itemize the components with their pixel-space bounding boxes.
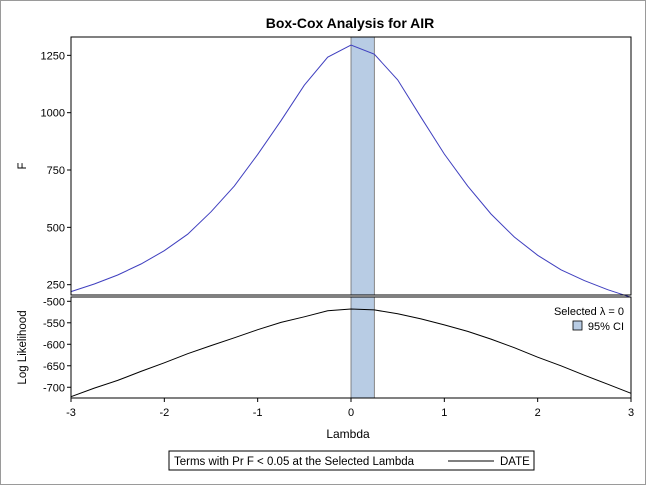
series-line-f <box>70 44 632 298</box>
x-tick-label-3: 0 <box>348 407 354 419</box>
legend-title: Terms with Pr F < 0.05 at the Selected L… <box>174 456 415 468</box>
plot-area: 250 500 750 1000 1250 F -500 -550 -600 -650 -700 Lo… <box>17 36 634 419</box>
y-axis-label-0: F <box>17 162 29 169</box>
chart-title: Box-Cox Analysis for AIR <box>266 15 435 31</box>
y-tick-label-0-3: 1000 <box>41 108 65 120</box>
x-tick-label-1: -2 <box>159 407 169 419</box>
x-tick-label-2: -1 <box>253 407 263 419</box>
y-tick-label-0-2: 750 <box>47 165 65 177</box>
y-tick-label-1-0: -500 <box>43 296 65 308</box>
y-tick-label-1-2: -600 <box>43 339 65 351</box>
x-tick-label-4: 1 <box>441 407 447 419</box>
ci-legend-swatch <box>572 320 583 331</box>
x-axis-label: Lambda <box>326 427 370 441</box>
selected-lambda-label: Selected λ = 0 <box>554 306 624 318</box>
y-tick-label-1-3: -650 <box>43 361 65 373</box>
legend-entry-label: DATE <box>500 456 530 468</box>
ci-band-1 <box>350 296 375 399</box>
legend-box <box>168 450 535 471</box>
y-tick-label-1-1: -550 <box>43 318 65 330</box>
x-tick-label-5: 2 <box>535 407 541 419</box>
series-line-log-likelihood <box>70 308 632 398</box>
ci-legend-label: 95% CI <box>588 321 624 333</box>
y-tick-label-0-1: 500 <box>47 222 65 234</box>
x-tick-label-0: -3 <box>66 407 76 419</box>
y-tick-label-0-4: 1250 <box>41 50 65 62</box>
ci-band-0 <box>350 36 375 296</box>
y-axis-label-1: Log Likelihood <box>17 310 29 384</box>
panel-frame-0 <box>70 36 632 296</box>
y-tick-label-0-0: 250 <box>47 280 65 292</box>
y-tick-label-1-4: -700 <box>43 382 65 394</box>
x-tick-label-6: 3 <box>628 407 634 419</box>
